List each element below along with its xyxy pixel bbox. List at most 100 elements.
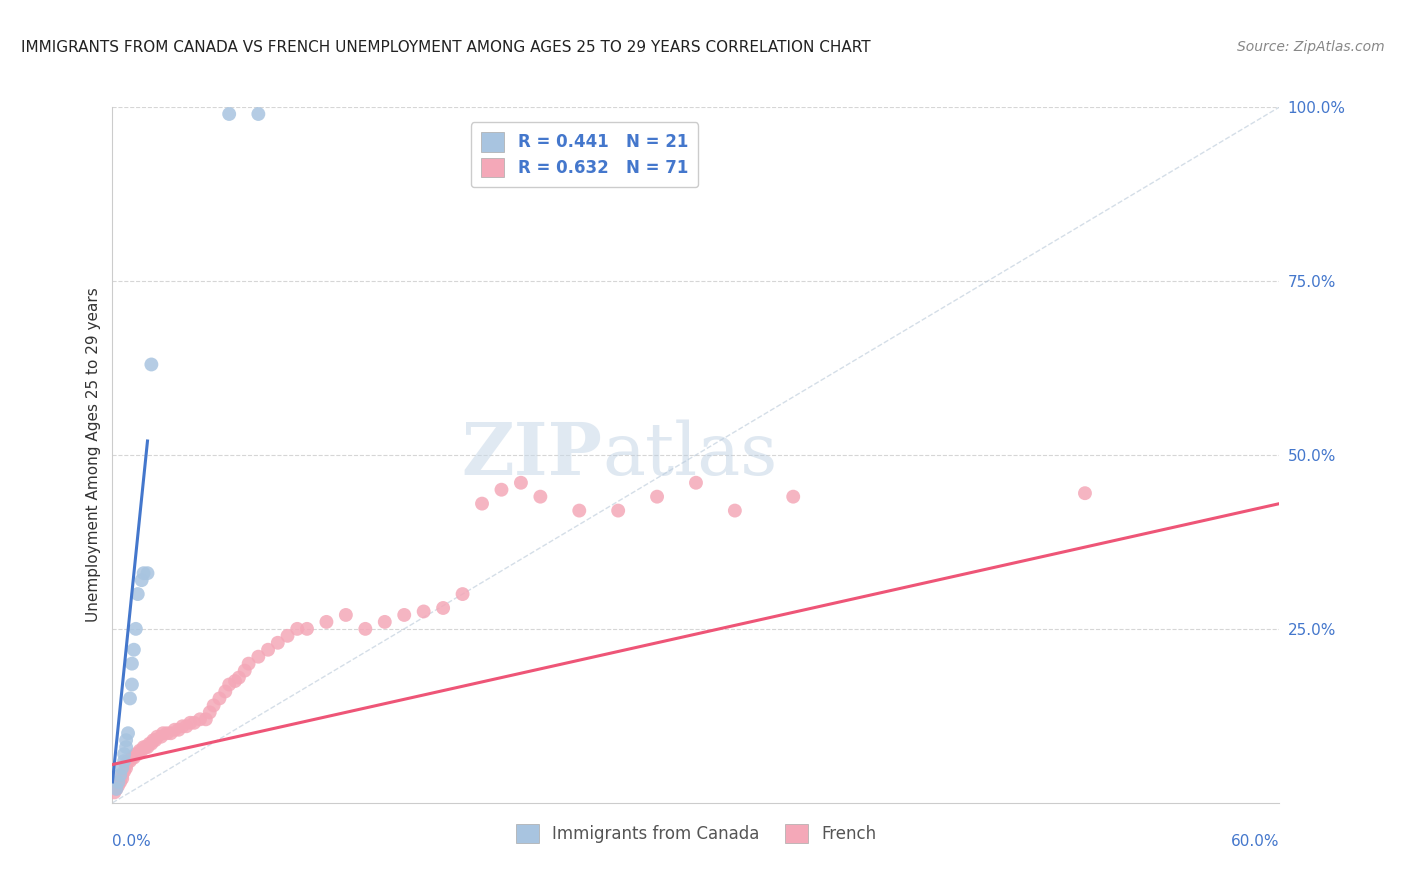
Point — [228, 671, 250, 685]
Point — [107, 775, 129, 789]
Point — [432, 601, 454, 615]
Point — [724, 503, 747, 517]
Point — [238, 657, 260, 671]
Point — [374, 615, 396, 629]
Point — [107, 778, 129, 793]
Point — [127, 587, 149, 601]
Point — [150, 730, 173, 744]
Point — [121, 750, 143, 764]
Point — [491, 483, 513, 497]
Point — [142, 733, 165, 747]
Point — [1074, 486, 1097, 500]
Point — [208, 691, 231, 706]
Point — [117, 726, 139, 740]
Text: atlas: atlas — [603, 419, 778, 491]
Point — [257, 642, 280, 657]
Text: ZIP: ZIP — [461, 419, 603, 491]
Point — [218, 677, 240, 691]
Point — [136, 740, 159, 755]
Point — [167, 723, 190, 737]
Point — [121, 657, 143, 671]
Point — [276, 629, 298, 643]
Point — [125, 622, 148, 636]
Point — [160, 726, 183, 740]
Point — [127, 747, 149, 761]
Point — [122, 750, 145, 764]
Point — [247, 107, 270, 121]
Point — [179, 715, 201, 730]
Point — [176, 719, 198, 733]
Point — [112, 747, 135, 761]
Point — [141, 358, 163, 372]
Point — [112, 764, 135, 779]
Legend: Immigrants from Canada, French: Immigrants from Canada, French — [509, 818, 883, 850]
Point — [188, 712, 211, 726]
Point — [315, 615, 337, 629]
Point — [111, 768, 134, 782]
Point — [103, 785, 125, 799]
Point — [247, 649, 270, 664]
Point — [172, 719, 194, 733]
Point — [132, 566, 155, 581]
Point — [267, 636, 290, 650]
Point — [122, 642, 145, 657]
Point — [125, 747, 148, 761]
Point — [156, 726, 179, 740]
Point — [118, 691, 141, 706]
Text: 60.0%: 60.0% — [1232, 834, 1279, 849]
Point — [112, 754, 135, 768]
Point — [143, 733, 166, 747]
Point — [412, 605, 434, 619]
Point — [607, 503, 630, 517]
Point — [115, 757, 138, 772]
Point — [645, 490, 668, 504]
Point — [285, 622, 308, 636]
Point — [152, 726, 174, 740]
Point — [568, 503, 591, 517]
Text: 0.0%: 0.0% — [112, 834, 152, 849]
Point — [105, 781, 128, 796]
Point — [115, 740, 138, 755]
Point — [132, 740, 155, 755]
Text: IMMIGRANTS FROM CANADA VS FRENCH UNEMPLOYMENT AMONG AGES 25 TO 29 YEARS CORRELAT: IMMIGRANTS FROM CANADA VS FRENCH UNEMPLO… — [21, 40, 870, 55]
Point — [128, 744, 150, 758]
Point — [105, 781, 128, 796]
Point — [782, 490, 804, 504]
Point — [118, 754, 141, 768]
Point — [141, 737, 163, 751]
Point — [117, 754, 139, 768]
Point — [295, 622, 318, 636]
Point — [218, 107, 240, 121]
Point — [471, 497, 494, 511]
Point — [202, 698, 225, 713]
Text: Source: ZipAtlas.com: Source: ZipAtlas.com — [1237, 40, 1385, 54]
Point — [194, 712, 217, 726]
Point — [163, 723, 186, 737]
Y-axis label: Unemployment Among Ages 25 to 29 years: Unemployment Among Ages 25 to 29 years — [86, 287, 101, 623]
Point — [131, 573, 153, 587]
Point — [354, 622, 377, 636]
Point — [529, 490, 551, 504]
Point — [111, 772, 134, 786]
Point — [335, 607, 357, 622]
Point — [214, 684, 236, 698]
Point — [509, 475, 531, 490]
Point — [110, 768, 132, 782]
Point — [224, 674, 246, 689]
Point — [121, 677, 143, 691]
Point — [136, 566, 159, 581]
Point — [685, 475, 707, 490]
Point — [233, 664, 256, 678]
Point — [146, 730, 169, 744]
Point — [451, 587, 474, 601]
Point — [138, 737, 160, 751]
Point — [198, 706, 221, 720]
Point — [131, 744, 153, 758]
Point — [135, 740, 157, 755]
Point — [110, 775, 132, 789]
Point — [394, 607, 416, 622]
Point — [183, 715, 205, 730]
Point — [115, 733, 138, 747]
Point — [111, 761, 134, 775]
Point — [115, 761, 138, 775]
